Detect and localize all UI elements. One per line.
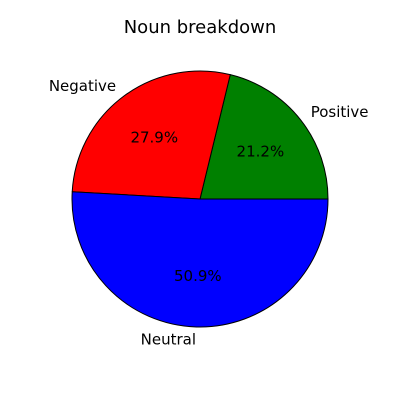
pie-slice-neutral bbox=[71, 191, 329, 328]
slice-pct-positive: 21.2% bbox=[237, 143, 285, 161]
slice-pct-neutral: 50.9% bbox=[174, 267, 222, 285]
pie-slice-negative bbox=[71, 70, 231, 200]
slice-label-negative: Negative bbox=[49, 77, 116, 95]
chart-title: Noun breakdown bbox=[124, 17, 277, 38]
pie-slice-positive bbox=[199, 74, 329, 200]
slice-label-neutral: Neutral bbox=[141, 331, 196, 349]
pie-labels: Positive 21.2% Negative 27.9% Neutral 50.9% bbox=[49, 77, 369, 349]
slice-label-positive: Positive bbox=[311, 103, 369, 121]
slice-pct-negative: 27.9% bbox=[130, 128, 178, 146]
pie-slices bbox=[71, 70, 329, 328]
